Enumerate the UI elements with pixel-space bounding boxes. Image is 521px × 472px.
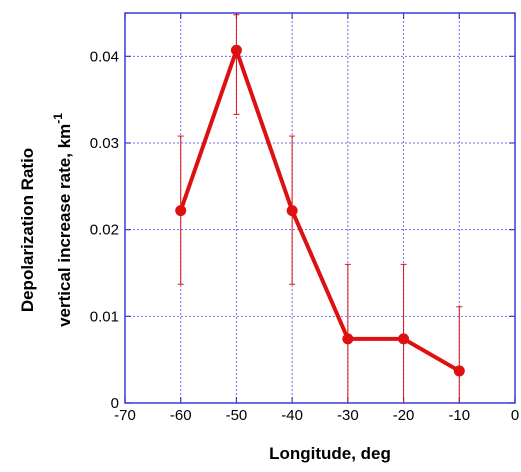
x-tick-label: -60: [170, 407, 192, 424]
data-point: [342, 333, 354, 345]
y-tick-label: 0.04: [90, 48, 119, 65]
x-tick-label: -40: [281, 407, 303, 424]
series: [175, 44, 465, 377]
y-tick-label: 0.02: [90, 222, 119, 239]
data-point: [230, 44, 242, 56]
x-tick-label: 0: [511, 407, 519, 424]
series-line: [178, 48, 461, 373]
y-axis-title-line2: vertical increase rate, km: [55, 124, 74, 327]
x-tick-label: -50: [226, 407, 248, 424]
error-bars: [177, 14, 463, 404]
data-point: [175, 205, 187, 217]
x-tick-label: -20: [393, 407, 415, 424]
y-tick-label: 0: [111, 395, 119, 412]
y-axis-title-superscript: -1: [51, 113, 65, 124]
x-tick-labels: -70 -60 -50 -40 -30 -20 -10 0: [114, 407, 519, 424]
data-point: [286, 205, 298, 217]
data-point: [398, 333, 410, 345]
y-axis-title: Depolarization Ratio: [18, 148, 37, 312]
y-axis-title-line1: Depolarization Ratio: [18, 148, 37, 312]
y-axis-title-line2-group: vertical increase rate, km-1: [51, 113, 74, 327]
x-tick-label: -10: [448, 407, 470, 424]
x-tick-label: -70: [114, 407, 136, 424]
y-tick-label: 0.01: [90, 308, 119, 325]
data-point: [453, 365, 465, 377]
y-axis-subtitle: vertical increase rate, km-1: [51, 113, 74, 327]
x-axis-title: Longitude, deg: [269, 444, 391, 463]
plot-frame: [124, 12, 516, 404]
x-tick-label: -30: [337, 407, 359, 424]
y-tick-labels: 0 0.01 0.02 0.03 0.04: [90, 48, 119, 412]
y-tick-label: 0.03: [90, 135, 119, 152]
